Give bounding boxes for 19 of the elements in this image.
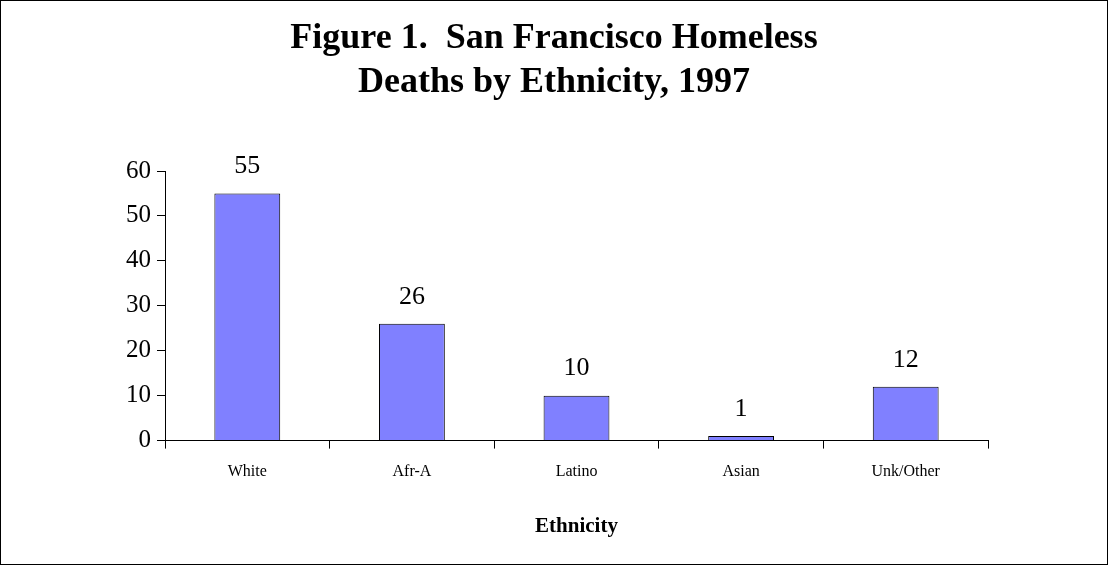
y-tick-label: 60 — [126, 155, 151, 183]
y-tick-label: 30 — [126, 290, 151, 318]
data-label: 1 — [734, 392, 748, 422]
y-tick-label: 20 — [126, 335, 151, 363]
x-tick-label: Asian — [722, 462, 760, 480]
y-tick-label: 10 — [126, 380, 151, 408]
data-label: 55 — [234, 150, 261, 180]
data-label: 12 — [892, 343, 919, 373]
data-label: 26 — [398, 280, 425, 310]
x-tick-label: Afr-A — [392, 462, 432, 480]
y-tick-label: 40 — [126, 245, 151, 273]
x-tick-label: Unk/Other — [871, 462, 941, 480]
data-label: 10 — [563, 352, 590, 382]
x-axis-title: Ethnicity — [535, 512, 619, 537]
chart-title: Figure 1. San Francisco Homeless Deaths by Ethnicity, 1997 — [289, 15, 819, 102]
y-tick-label: 50 — [126, 200, 151, 228]
x-tick-label: White — [227, 462, 267, 480]
x-tick-label: Latino — [555, 462, 598, 480]
y-tick-label: 0 — [138, 425, 151, 453]
